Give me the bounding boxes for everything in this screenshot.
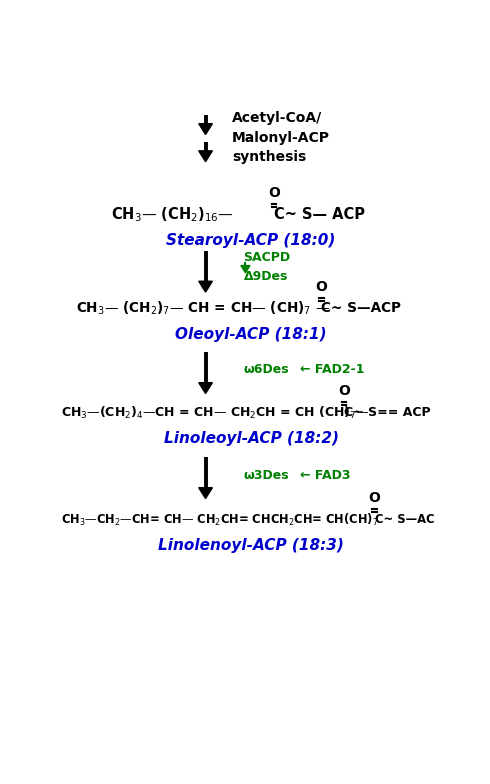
Text: C~ S—AC: C~ S—AC xyxy=(374,514,434,526)
Polygon shape xyxy=(241,266,250,273)
Text: O: O xyxy=(268,187,280,201)
Text: Acetyl-CoA/
Malonyl-ACP
synthesis: Acetyl-CoA/ Malonyl-ACP synthesis xyxy=(232,111,330,164)
Text: SACPD: SACPD xyxy=(244,251,291,263)
Text: O: O xyxy=(316,280,327,294)
Polygon shape xyxy=(199,383,212,394)
Text: Δ9Des: Δ9Des xyxy=(244,270,288,283)
Text: C~ S—ACP: C~ S—ACP xyxy=(321,301,401,315)
Text: ω6Des: ω6Des xyxy=(244,364,289,376)
Text: C~ S== ACP: C~ S== ACP xyxy=(344,406,431,419)
Text: C~ S— ACP: C~ S— ACP xyxy=(274,207,365,223)
Text: Oleoyl-ACP (18:1): Oleoyl-ACP (18:1) xyxy=(175,327,327,342)
Text: Stearoyl-ACP (18:0): Stearoyl-ACP (18:0) xyxy=(167,234,336,249)
Polygon shape xyxy=(199,151,212,162)
Text: CH$_3$—(CH$_2$)$_4$—CH = CH— CH$_2$CH = CH (CH)$_7$—: CH$_3$—(CH$_2$)$_4$—CH = CH— CH$_2$CH = … xyxy=(61,405,370,421)
Text: O: O xyxy=(368,492,380,505)
Text: ← FAD2-1: ← FAD2-1 xyxy=(300,364,365,376)
Polygon shape xyxy=(199,124,212,135)
Text: O: O xyxy=(338,384,350,398)
Text: Linolenoyl-ACP (18:3): Linolenoyl-ACP (18:3) xyxy=(158,538,344,554)
Polygon shape xyxy=(199,488,212,499)
Text: CH$_3$— (CH$_2$)$_7$— CH = CH— (CH)$_7$ —: CH$_3$— (CH$_2$)$_7$— CH = CH— (CH)$_7$ … xyxy=(76,299,330,317)
Text: Linoleoyl-ACP (18:2): Linoleoyl-ACP (18:2) xyxy=(164,431,339,446)
Text: CH$_3$—CH$_2$—CH= CH— CH$_2$CH= CHCH$_2$CH= CH(CH)$_7$: CH$_3$—CH$_2$—CH= CH— CH$_2$CH= CHCH$_2$… xyxy=(61,512,379,528)
Text: ω3Des: ω3Des xyxy=(244,469,289,482)
Polygon shape xyxy=(199,281,212,292)
Text: ← FAD3: ← FAD3 xyxy=(300,469,351,482)
Text: CH$_3$— (CH$_2$)$_{16}$—: CH$_3$— (CH$_2$)$_{16}$— xyxy=(111,205,233,224)
